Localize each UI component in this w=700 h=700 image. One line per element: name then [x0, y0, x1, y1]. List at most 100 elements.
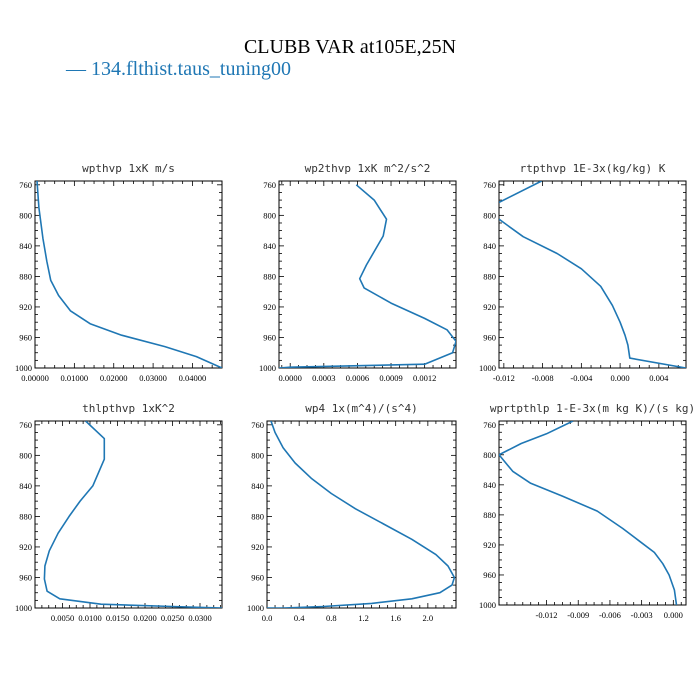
y-tick-label: 760 [19, 180, 32, 190]
y-tick-label: 1000 [247, 603, 264, 613]
x-tick-label: -0.006 [599, 610, 621, 620]
subplot-title: wprtpthlp 1-E-3x(m kg K)/(s kg) [490, 402, 695, 415]
legend-label: 134.flthist.taus_tuning00 [91, 58, 291, 80]
subplot-title: rtpthvp 1E-3x(kg/kg) K [520, 162, 666, 175]
y-tick-label: 920 [251, 542, 264, 552]
subplot-5: wp4 1x(m^4)/(s^4)76080084088092096010000… [247, 402, 457, 623]
subplot-title: wp4 1x(m^4)/(s^4) [305, 402, 418, 415]
x-tick-label: 0.01000 [61, 373, 89, 383]
subplot-title: wp2thvp 1xK m^2/s^2 [305, 162, 431, 175]
y-tick-label: 800 [19, 450, 32, 460]
x-tick-label: 0.00000 [21, 373, 49, 383]
y-tick-label: 920 [19, 542, 32, 552]
x-tick-label: 0.0250 [161, 613, 184, 623]
y-tick-label: 1000 [15, 363, 32, 373]
y-tick-label: 1000 [479, 600, 496, 610]
y-tick-label: 920 [483, 540, 496, 550]
y-tick-label: 800 [251, 450, 264, 460]
y-tick-label: 920 [483, 302, 496, 312]
y-tick-label: 880 [19, 271, 32, 281]
y-tick-label: 840 [19, 481, 32, 491]
y-tick-label: 840 [483, 241, 496, 251]
y-tick-label: 880 [19, 511, 32, 521]
x-tick-label: 2.0 [423, 613, 434, 623]
x-tick-label: -0.004 [570, 373, 593, 383]
x-tick-label: 0.0200 [133, 613, 156, 623]
figure-header: CLUBB VAR at105E,25N — 134.flthist.taus_… [0, 0, 700, 90]
plot-frame [34, 420, 223, 609]
y-tick-label: 960 [19, 572, 32, 582]
y-tick-label: 960 [19, 332, 32, 342]
series-line [43, 421, 222, 608]
plot-frame [266, 420, 457, 609]
series-line [267, 421, 456, 608]
y-tick-label: 800 [483, 210, 496, 220]
x-tick-label: 0.04000 [179, 373, 207, 383]
y-tick-label: 760 [263, 180, 276, 190]
x-tick-label: 0.02000 [100, 373, 128, 383]
y-tick-label: 1000 [259, 363, 276, 373]
x-tick-label: 0.0000 [279, 373, 302, 383]
x-tick-label: 0.004 [649, 373, 669, 383]
y-tick-label: 840 [483, 480, 496, 490]
x-tick-label: 0.8 [326, 613, 337, 623]
x-tick-label: 0.0100 [78, 613, 101, 623]
series-line [279, 184, 456, 368]
x-tick-label: 0.0012 [413, 373, 436, 383]
y-tick-label: 960 [251, 572, 264, 582]
y-tick-label: 960 [263, 332, 276, 342]
y-tick-label: 880 [251, 511, 264, 521]
x-tick-label: 0.0150 [106, 613, 129, 623]
plot-frame [278, 180, 457, 369]
y-tick-label: 760 [19, 420, 32, 430]
y-tick-label: 960 [483, 570, 496, 580]
y-tick-label: 760 [251, 420, 264, 430]
figure-title: CLUBB VAR at105E,25N [243, 36, 457, 58]
plot-frame [498, 180, 687, 369]
y-tick-label: 1000 [479, 363, 496, 373]
plot-frame [498, 420, 687, 606]
x-tick-label: -0.008 [532, 373, 554, 383]
series-line [36, 181, 222, 368]
y-tick-label: 840 [19, 241, 32, 251]
subplot-3: rtpthvp 1E-3x(kg/kg) K 760 800 840 880 920 960… [479, 162, 687, 383]
x-tick-label: -0.003 [631, 610, 653, 620]
x-tick-label: -0.012 [536, 610, 558, 620]
y-tick-label: 920 [263, 302, 276, 312]
series-line [499, 421, 678, 605]
subplot-title: wpthvp 1xK m/s [82, 162, 175, 175]
y-tick-label: 960 [483, 332, 496, 342]
y-tick-label: 840 [263, 241, 276, 251]
x-tick-label: -0.012 [493, 373, 515, 383]
x-tick-label: 0.0300 [188, 613, 211, 623]
x-tick-label: 1.6 [390, 613, 401, 623]
y-tick-label: 800 [263, 210, 276, 220]
plot-frame [34, 180, 223, 369]
y-tick-label: 800 [19, 210, 32, 220]
subplot-2: wp2thvp 1xK m^2/s^2 760 800 840 880 920 960 100… [259, 162, 457, 383]
legend: — 134.flthist.taus_tuning00 [66, 58, 291, 81]
y-tick-label: 760 [483, 180, 496, 190]
y-tick-label: 800 [483, 450, 496, 460]
y-tick-label: 880 [483, 510, 496, 520]
x-tick-label: 0.0006 [346, 373, 369, 383]
x-tick-label: 0.0050 [51, 613, 74, 623]
x-tick-label: 0.000 [664, 610, 683, 620]
series-line [499, 181, 542, 204]
x-tick-label: -0.009 [567, 610, 589, 620]
x-tick-label: 0.4 [294, 613, 305, 623]
x-tick-label: 0.0 [262, 613, 273, 623]
x-tick-label: 0.03000 [139, 373, 167, 383]
subplot-1: wpthvp 1xK m/s 760 800 840 880 920 960 10000.00… [15, 162, 223, 383]
x-tick-label: 0.0003 [312, 373, 335, 383]
y-tick-label: 880 [483, 271, 496, 281]
x-tick-label: 1.2 [358, 613, 369, 623]
y-tick-label: 880 [263, 271, 276, 281]
y-tick-label: 1000 [15, 603, 32, 613]
subplot-6: wprtpthlp 1-E-3x(m kg K)/(s kg) 760 800 840… [479, 402, 695, 620]
x-tick-label: 0.0009 [379, 373, 402, 383]
subplot-title: thlpthvp 1xK^2 [82, 402, 175, 415]
y-tick-label: 760 [483, 420, 496, 430]
x-tick-label: 0.000 [611, 373, 630, 383]
